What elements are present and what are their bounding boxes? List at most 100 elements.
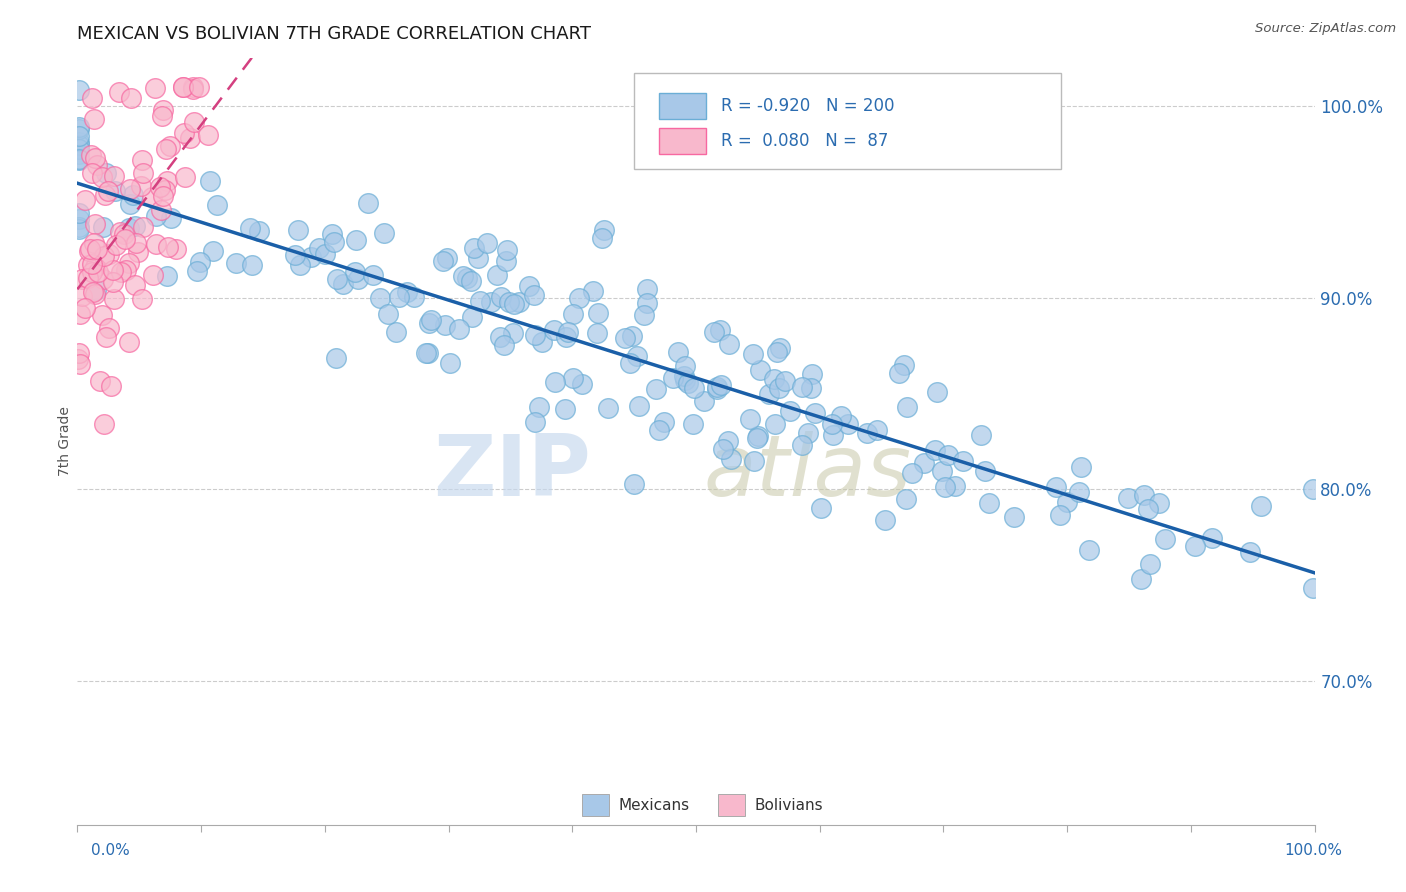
Point (924, 442, 946, 457)
Point (887, 366, 910, 380)
Point (152, 103, 174, 118)
Point (779, 404, 801, 418)
Point (118, 221, 141, 235)
Point (174, 170, 197, 185)
Point (132, 220, 155, 235)
Point (436, 252, 458, 266)
Point (626, 349, 648, 363)
Point (323, 235, 346, 249)
Point (66, 351, 89, 366)
Point (87, 265, 110, 279)
Point (1045, 480, 1067, 494)
Text: atlas: atlas (703, 431, 911, 514)
Point (94, 166, 117, 180)
Point (67, 120, 90, 134)
Point (387, 289, 409, 303)
Point (94, 330, 117, 344)
Point (676, 376, 699, 391)
Point (198, 174, 221, 188)
Point (114, 263, 136, 277)
Point (582, 285, 605, 299)
Text: MEXICAN VS BOLIVIAN 7TH GRADE CORRELATION CHART: MEXICAN VS BOLIVIAN 7TH GRADE CORRELATIO… (77, 25, 592, 43)
Point (706, 382, 728, 396)
Point (332, 277, 354, 291)
Point (186, 264, 208, 278)
Point (145, 236, 167, 251)
Point (142, 268, 165, 282)
Point (67, 220, 90, 235)
Point (418, 345, 440, 359)
Point (523, 288, 546, 302)
Point (67, 153, 90, 168)
Point (188, 79, 211, 94)
Point (173, 126, 195, 140)
Point (747, 428, 769, 442)
Point (555, 330, 578, 344)
Point (1056, 495, 1078, 509)
Point (84, 151, 107, 165)
Point (160, 211, 183, 225)
Point (156, 268, 179, 283)
Point (623, 477, 645, 491)
Point (718, 337, 741, 351)
Point (720, 452, 742, 467)
Point (498, 294, 520, 309)
Point (239, 220, 262, 235)
Point (673, 373, 696, 387)
Point (801, 367, 824, 381)
Point (225, 256, 247, 270)
Point (97, 320, 120, 334)
Point (97, 184, 120, 198)
Point (207, 198, 229, 212)
Point (179, 130, 201, 145)
Point (619, 356, 641, 370)
Point (83, 286, 105, 301)
Point (129, 178, 152, 193)
Point (67, 143, 90, 157)
Point (67, 135, 90, 149)
FancyBboxPatch shape (582, 795, 609, 816)
Point (80, 147, 103, 161)
Point (103, 169, 125, 183)
Point (823, 427, 845, 442)
Point (91, 220, 114, 235)
Point (357, 196, 380, 211)
Point (308, 241, 330, 255)
Point (439, 356, 461, 370)
Point (495, 253, 517, 268)
Point (773, 374, 796, 388)
Point (120, 182, 142, 196)
Point (73, 193, 96, 207)
Point (131, 292, 153, 306)
Point (758, 386, 780, 401)
Point (1302, 482, 1324, 496)
Point (83, 217, 105, 231)
Point (90, 309, 112, 323)
Point (91, 272, 114, 286)
Point (83, 235, 105, 250)
Point (1184, 539, 1206, 553)
Point (702, 326, 724, 340)
Point (418, 317, 440, 331)
Point (1239, 545, 1261, 559)
Point (742, 454, 765, 468)
FancyBboxPatch shape (659, 94, 706, 120)
Point (769, 341, 792, 355)
Point (141, 190, 163, 204)
Point (172, 79, 194, 94)
Point (104, 184, 127, 198)
Point (447, 322, 470, 336)
Point (1302, 581, 1324, 595)
Point (662, 371, 685, 385)
Point (530, 335, 553, 350)
Point (432, 254, 454, 268)
Point (344, 233, 367, 247)
Point (1129, 572, 1152, 586)
Point (654, 415, 676, 429)
Point (543, 323, 565, 337)
Point (486, 268, 509, 283)
Point (165, 242, 187, 256)
Point (544, 375, 567, 389)
Point (288, 258, 311, 272)
Point (1154, 532, 1177, 546)
